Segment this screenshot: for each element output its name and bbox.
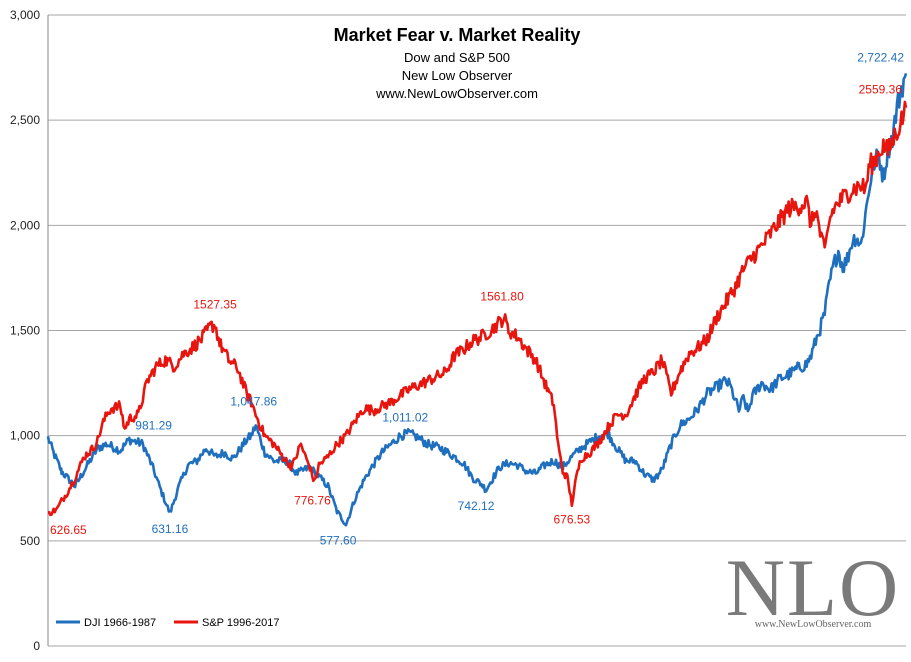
data-label: 2559.36 — [859, 83, 903, 97]
y-tick-label: 0 — [33, 639, 40, 653]
data-label: 1,011.02 — [382, 410, 428, 424]
data-label: 626.65 — [50, 523, 87, 537]
y-tick-label: 1,000 — [10, 429, 40, 443]
grid-lines — [48, 14, 906, 647]
data-label: 742.12 — [458, 499, 495, 513]
chart-subtitle-2: New Low Observer — [402, 68, 513, 83]
legend: DJI 1966-1987 S&P 1996-2017 — [56, 617, 279, 629]
data-label: 676.53 — [553, 513, 590, 527]
data-label: 2,722.42 — [857, 50, 904, 64]
data-label: 981.29 — [135, 419, 172, 433]
nlo-logo: NLO www.NewLowObserver.com — [726, 542, 901, 633]
data-labels: 626.65 981.29 631.16 1527.35 1,047.86 776.76 5… — [50, 50, 904, 547]
y-tick-label: 1,500 — [10, 324, 40, 338]
series-lines — [46, 73, 908, 527]
y-tick-label: 2,000 — [10, 218, 40, 232]
y-axis: 0 500 1,000 1,500 2,000 2,500 3,000 — [10, 8, 49, 653]
series-line-sp — [47, 100, 908, 517]
y-tick-label: 3,000 — [10, 8, 40, 22]
chart-title: Market Fear v. Market Reality — [334, 25, 581, 45]
legend-label-dji: DJI 1966-1987 — [84, 617, 156, 629]
logo-url: www.NewLowObserver.com — [755, 619, 872, 630]
legend-label-sp: S&P 1996-2017 — [202, 617, 279, 629]
chart-subtitle-1: Dow and S&P 500 — [404, 50, 510, 65]
data-label: 1,047.86 — [230, 395, 277, 409]
data-label: 776.76 — [294, 494, 331, 508]
data-label: 1527.35 — [193, 298, 237, 312]
chart-subtitle-3: www.NewLowObserver.com — [375, 86, 538, 101]
series-line-dji — [46, 73, 908, 527]
data-label: 631.16 — [152, 522, 189, 536]
data-label: 577.60 — [320, 534, 357, 548]
data-label: 1561.80 — [480, 290, 524, 304]
y-tick-label: 500 — [20, 534, 40, 548]
y-tick-label: 2,500 — [10, 113, 40, 127]
logo-text: NLO — [726, 542, 901, 633]
